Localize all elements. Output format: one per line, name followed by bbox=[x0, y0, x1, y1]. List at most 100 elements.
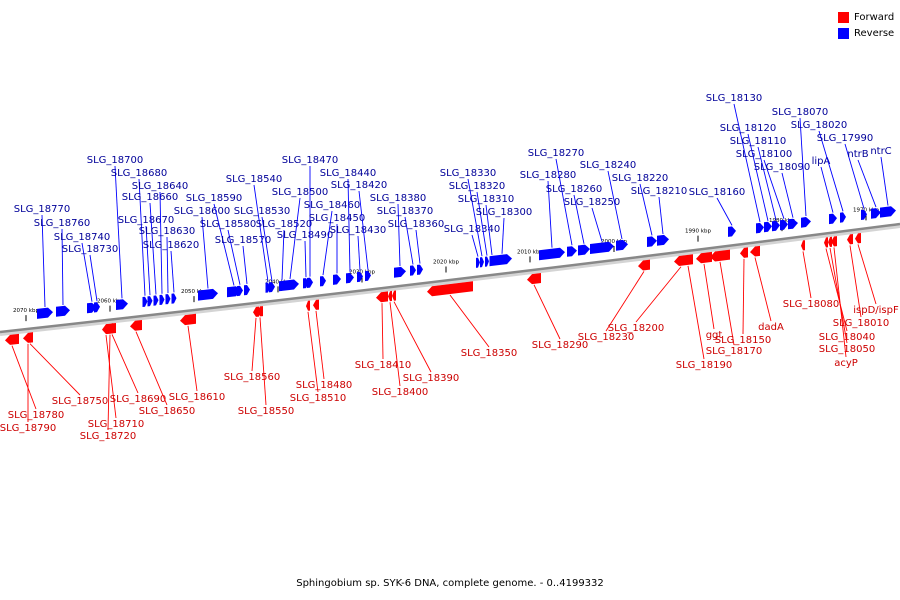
gene-slg-18220-arrow[interactable] bbox=[647, 236, 657, 247]
gene-label-slg-18680[interactable]: SLG_18680 bbox=[111, 168, 167, 179]
gene-label-slg-18010[interactable]: SLG_18010 bbox=[833, 318, 889, 329]
gene-slg-18620-arrow[interactable] bbox=[171, 293, 177, 304]
gene-slg-18450-arrow[interactable] bbox=[333, 274, 341, 285]
gene-label-ntrc[interactable]: ntrC bbox=[870, 146, 891, 157]
gene-label-slg-18350[interactable]: SLG_18350 bbox=[461, 348, 517, 359]
gene-label-slg-17990[interactable]: SLG_17990 bbox=[817, 133, 873, 144]
gene-slg-17990-arrow[interactable] bbox=[861, 209, 867, 220]
gene-slg-18480-arrow[interactable] bbox=[313, 299, 319, 310]
gene-label-slg-18640[interactable]: SLG_18640 bbox=[132, 181, 188, 192]
gene-slg-18280-arrow[interactable] bbox=[539, 247, 565, 261]
gene-slg-18670-arrow[interactable] bbox=[147, 296, 153, 307]
gene-slg-18770-arrow[interactable] bbox=[37, 307, 53, 319]
gene-slg-18090-arrow[interactable] bbox=[788, 218, 798, 230]
gene-slg-18640-arrow[interactable] bbox=[159, 294, 165, 305]
gene-slg-18340-arrow[interactable] bbox=[476, 257, 480, 268]
gene-slg-18420-arrow[interactable] bbox=[365, 270, 371, 282]
gene-slg-18360-arrow[interactable] bbox=[417, 264, 423, 275]
gene-slg-18380-arrow[interactable] bbox=[394, 266, 406, 278]
gene-label-slg-18320[interactable]: SLG_18320 bbox=[449, 181, 505, 192]
gene-slg-18350-arrow[interactable] bbox=[427, 281, 473, 297]
gene-label-slg-18730[interactable]: SLG_18730 bbox=[62, 244, 118, 255]
gene-ntrb-arrow[interactable] bbox=[871, 208, 881, 219]
gene-slg-18700-arrow[interactable] bbox=[116, 299, 128, 310]
gene-slg-18070-arrow[interactable] bbox=[801, 217, 811, 228]
gene-label-slg-18480[interactable]: SLG_18480 bbox=[296, 380, 352, 391]
gene-slg-18660-arrow[interactable] bbox=[153, 295, 159, 306]
gene-label-slg-18780[interactable]: SLG_18780 bbox=[8, 410, 64, 421]
gene-label-slg-18170[interactable]: SLG_18170 bbox=[706, 346, 762, 357]
gene-label-slg-18520[interactable]: SLG_18520 bbox=[256, 219, 312, 230]
gene-label-slg-18510[interactable]: SLG_18510 bbox=[290, 393, 346, 404]
gene-label-slg-18240[interactable]: SLG_18240 bbox=[580, 160, 636, 171]
gene-label-slg-18470[interactable]: SLG_18470 bbox=[282, 155, 338, 166]
gene-label-slg-18540[interactable]: SLG_18540 bbox=[226, 174, 282, 185]
gene-acyp-arrow[interactable] bbox=[831, 236, 837, 247]
gene-label-slg-18280[interactable]: SLG_18280 bbox=[520, 170, 576, 181]
gene-label-slg-18340[interactable]: SLG_18340 bbox=[444, 224, 500, 235]
gene-label-slg-18530[interactable]: SLG_18530 bbox=[234, 206, 290, 217]
gene-slg-18410-arrow[interactable] bbox=[376, 291, 388, 303]
gene-slg-18470-arrow[interactable] bbox=[307, 277, 313, 288]
gene-label-lipa[interactable]: lipA bbox=[812, 156, 831, 167]
gene-slg-18250-arrow[interactable] bbox=[590, 241, 614, 254]
gene-dada-arrow[interactable] bbox=[750, 245, 760, 257]
gene-label-slg-18570[interactable]: SLG_18570 bbox=[215, 235, 271, 246]
gene-label-slg-18120[interactable]: SLG_18120 bbox=[720, 123, 776, 134]
gene-slg-18610-arrow[interactable] bbox=[180, 313, 196, 326]
gene-slg-18170-arrow[interactable] bbox=[710, 249, 730, 262]
gene-label-slg-18290[interactable]: SLG_18290 bbox=[532, 340, 588, 351]
gene-label-slg-18430[interactable]: SLG_18430 bbox=[330, 225, 386, 236]
gene-label-slg-18050[interactable]: SLG_18050 bbox=[819, 344, 875, 355]
gene-slg-18550-arrow[interactable] bbox=[257, 306, 263, 317]
gene-label-dada[interactable]: dadA bbox=[758, 322, 784, 333]
gene-slg-18510-arrow[interactable] bbox=[306, 300, 310, 311]
gene-label-slg-18610[interactable]: SLG_18610 bbox=[169, 392, 225, 403]
gene-label-slg-18790[interactable]: SLG_18790 bbox=[0, 423, 56, 434]
gene-slg-18290-arrow[interactable] bbox=[527, 273, 541, 285]
gene-label-slg-18080[interactable]: SLG_18080 bbox=[783, 299, 839, 310]
gene-slg-18650-arrow[interactable] bbox=[130, 320, 142, 331]
gene-label-slg-18750[interactable]: SLG_18750 bbox=[52, 396, 108, 407]
gene-slg-18190-arrow[interactable] bbox=[683, 254, 693, 265]
gene-slg-18050-arrow[interactable] bbox=[828, 236, 832, 247]
gene-label-slg-18690[interactable]: SLG_18690 bbox=[110, 394, 166, 405]
gene-slg-18150-arrow[interactable] bbox=[740, 247, 748, 258]
gene-slg-18440-arrow[interactable] bbox=[346, 272, 354, 284]
gene-label-ggt[interactable]: ggt bbox=[706, 330, 723, 341]
gene-ggt-arrow[interactable] bbox=[696, 251, 712, 264]
gene-slg-18210-arrow[interactable] bbox=[657, 234, 669, 246]
gene-label-slg-18400[interactable]: SLG_18400 bbox=[372, 387, 428, 398]
gene-slg-18500-arrow[interactable] bbox=[281, 279, 299, 292]
gene-slg-18240-arrow[interactable] bbox=[616, 239, 628, 251]
gene-label-slg-18590[interactable]: SLG_18590 bbox=[186, 193, 242, 204]
gene-slg-18530-arrow[interactable] bbox=[269, 282, 275, 293]
gene-label-slg-18630[interactable]: SLG_18630 bbox=[139, 226, 195, 237]
gene-slg-18260-arrow[interactable] bbox=[578, 244, 590, 256]
gene-slg-18320-arrow[interactable] bbox=[485, 256, 489, 267]
gene-label-slg-18260[interactable]: SLG_18260 bbox=[546, 184, 602, 195]
gene-slg-18400-arrow[interactable] bbox=[388, 290, 392, 302]
gene-label-slg-18580[interactable]: SLG_18580 bbox=[200, 219, 256, 230]
gene-lipa-arrow[interactable] bbox=[829, 213, 837, 225]
gene-label-slg-18770[interactable]: SLG_18770 bbox=[14, 204, 70, 215]
gene-label-slg-18040[interactable]: SLG_18040 bbox=[819, 332, 875, 343]
gene-label-slg-18070[interactable]: SLG_18070 bbox=[772, 107, 828, 118]
gene-slg-18730-arrow[interactable] bbox=[94, 302, 100, 313]
gene-slg-18690-arrow[interactable] bbox=[108, 323, 116, 334]
gene-slg-18760-arrow[interactable] bbox=[56, 305, 70, 317]
gene-label-slg-18410[interactable]: SLG_18410 bbox=[355, 360, 411, 371]
gene-slg-18080-arrow[interactable] bbox=[801, 240, 805, 251]
gene-slg-18120-arrow[interactable] bbox=[764, 221, 772, 233]
gene-slg-18270-arrow[interactable] bbox=[567, 246, 577, 257]
gene-label-slg-18710[interactable]: SLG_18710 bbox=[88, 419, 144, 430]
gene-label-ntrb[interactable]: ntrB bbox=[847, 149, 868, 160]
gene-label-slg-18090[interactable]: SLG_18090 bbox=[754, 162, 810, 173]
gene-slg-18710-arrow[interactable] bbox=[102, 323, 110, 335]
gene-label-slg-18390[interactable]: SLG_18390 bbox=[403, 373, 459, 384]
gene-label-slg-18130[interactable]: SLG_18130 bbox=[706, 93, 762, 104]
gene-slg-18160-arrow[interactable] bbox=[728, 226, 736, 237]
gene-slg-18460-arrow[interactable] bbox=[320, 276, 326, 287]
gene-slg-18300-arrow[interactable] bbox=[492, 254, 512, 266]
gene-label-slg-18370[interactable]: SLG_18370 bbox=[377, 206, 433, 217]
